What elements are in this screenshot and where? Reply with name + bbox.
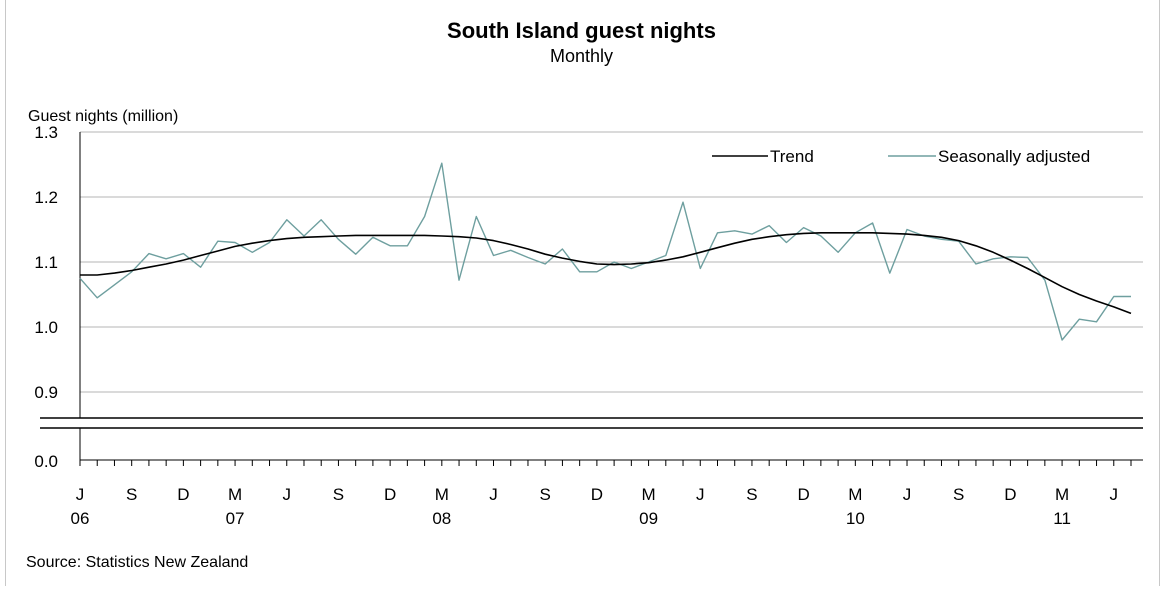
y-tick-label: 1.1 (34, 253, 58, 272)
x-tick-label: S (126, 485, 137, 504)
y-tick-label: 1.0 (34, 318, 58, 337)
legend-label: Trend (770, 147, 814, 166)
x-tick-label: J (696, 485, 705, 504)
x-tick-label: D (1004, 485, 1016, 504)
x-tick-label: M (641, 485, 655, 504)
series-line-trend (80, 232, 1132, 315)
y-tick-label: 1.2 (34, 188, 58, 207)
series-line-seasonally-adjusted (79, 162, 1131, 341)
x-tick-label: J (283, 485, 292, 504)
x-tick-year-label: 06 (71, 509, 90, 528)
y-axis-label: Guest nights (million) (28, 108, 179, 125)
chart-subtitle: Monthly (549, 46, 614, 66)
x-tick-label: M (848, 485, 862, 504)
x-tick-label: S (746, 485, 757, 504)
chart-frame (5, 0, 1160, 586)
x-tick-label: D (797, 485, 809, 504)
x-tick-label: J (489, 485, 498, 504)
x-tick-label: M (228, 485, 242, 504)
x-tick-label: M (1055, 485, 1069, 504)
x-tick-year-label: 07 (226, 509, 245, 528)
x-tick-label: J (903, 485, 912, 504)
x-tick-label: J (76, 485, 85, 504)
x-tick-year-label: 08 (432, 509, 451, 528)
x-tick-year-label: 11 (1053, 509, 1071, 528)
x-tick-label: J (1110, 485, 1119, 504)
y-tick-label: 0.9 (34, 383, 58, 402)
y-tick-label: 0.0 (34, 452, 58, 471)
legend-label: Seasonally adjusted (938, 147, 1090, 166)
x-tick-label: S (333, 485, 344, 504)
x-tick-label: D (384, 485, 396, 504)
y-tick-label: 1.3 (34, 123, 58, 142)
chart-title: South Island guest nights (447, 18, 716, 43)
x-tick-year-label: 10 (846, 509, 865, 528)
x-tick-label: D (177, 485, 189, 504)
x-tick-label: S (953, 485, 964, 504)
source-note: Source: Statistics New Zealand (26, 554, 249, 571)
x-tick-label: M (435, 485, 449, 504)
x-tick-label: S (540, 485, 551, 504)
x-tick-label: D (591, 485, 603, 504)
x-tick-year-label: 09 (639, 509, 658, 528)
